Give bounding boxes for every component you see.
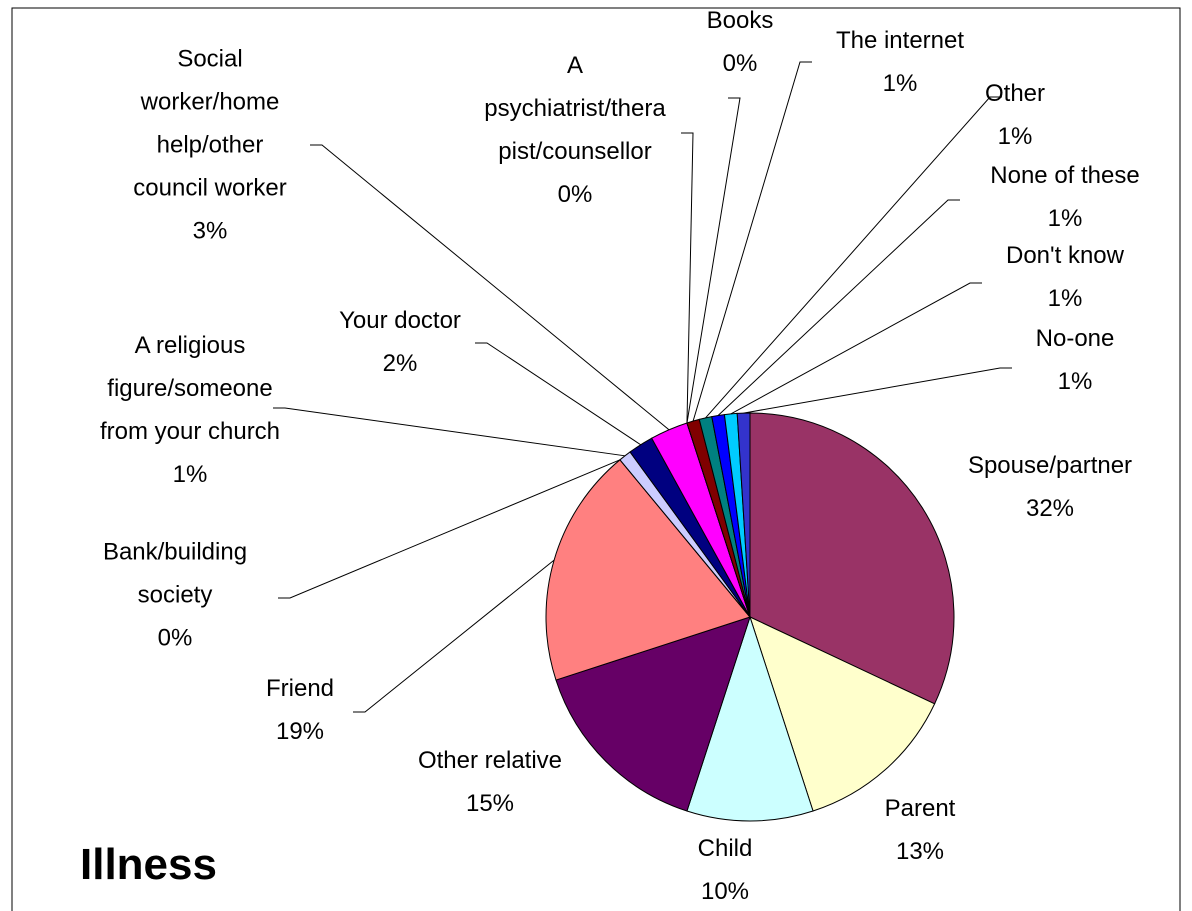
slice-label: Your doctor 2%	[300, 299, 500, 385]
leader-line	[310, 144, 670, 431]
slice-value: 3%	[192, 217, 228, 245]
slice-value: 1%	[172, 461, 208, 488]
slice-value: 19%	[275, 718, 325, 745]
slice-value: 15%	[465, 790, 515, 817]
slice-name: The internet	[835, 27, 965, 54]
slice-value: 10%	[700, 878, 750, 905]
slice-value: 1%	[1047, 205, 1083, 232]
slice-label: Friend 19%	[200, 667, 400, 753]
leader-line	[686, 97, 741, 424]
slice-name: A religious figure/someone from your chu…	[99, 332, 281, 445]
slice-name: Child	[697, 835, 753, 862]
leader-line	[705, 96, 1002, 419]
slice-name: Parent	[884, 795, 956, 822]
slice-value: 0%	[557, 181, 593, 208]
slice-name: Friend	[265, 675, 335, 702]
leader-line	[475, 342, 641, 446]
slice-name: Spouse/partner	[967, 452, 1133, 479]
slice-label: Spouse/partner 32%	[920, 444, 1180, 530]
slice-value: 0%	[157, 624, 193, 652]
slice-label: No-one 1%	[995, 317, 1155, 403]
slice-value: 1%	[1047, 285, 1083, 312]
slice-name: Other relative	[417, 747, 563, 774]
slice-value: 32%	[1025, 495, 1075, 522]
slice-value: 0%	[722, 50, 758, 77]
slice-name: Bank/building society	[102, 538, 248, 609]
pie-slice	[545, 459, 751, 681]
leader-line	[681, 132, 694, 423]
slice-name: Books	[706, 7, 774, 34]
leader-line	[353, 559, 555, 713]
slice-label: Other relative 15%	[370, 739, 610, 825]
slice-name: No-one	[1035, 325, 1115, 352]
leader-line	[743, 367, 1012, 414]
slice-label: Don't know 1%	[950, 234, 1180, 320]
slice-name: None of these	[990, 162, 1140, 189]
leader-line	[278, 459, 621, 599]
slice-label: The internet 1%	[805, 19, 995, 105]
slice-label: Social worker/home help/other council wo…	[120, 38, 300, 253]
leader-line	[717, 199, 960, 416]
slice-label: Books 0%	[660, 0, 820, 85]
slice-value: 1%	[882, 70, 918, 97]
slice-name: A psychiatrist/therapist/counsellor	[484, 52, 666, 165]
slice-name: Other	[984, 80, 1046, 107]
slice-label: None of these 1%	[950, 154, 1180, 240]
slice-label: Bank/building society 0%	[75, 531, 275, 660]
chart-border	[11, 7, 1181, 911]
slice-name: Your doctor	[339, 307, 461, 334]
pie-slice	[749, 412, 955, 705]
slice-label: Child 10%	[625, 827, 825, 911]
slice-label: Parent 13%	[820, 787, 1020, 873]
slice-value: 1%	[1057, 368, 1093, 395]
slice-name: Social worker/home help/other council wo…	[133, 45, 287, 202]
slice-name: Don't know	[1006, 242, 1124, 269]
slice-value: 1%	[997, 123, 1033, 150]
slice-label: Other 1%	[935, 72, 1095, 158]
pie-slice	[686, 615, 814, 822]
pie-slice	[749, 616, 936, 812]
pie-slice	[555, 616, 751, 812]
slice-label: A religious figure/someone from your chu…	[90, 324, 290, 496]
slice-label: A psychiatrist/therapist/counsellor 0%	[483, 44, 668, 216]
leader-line	[273, 407, 626, 457]
leader-line	[692, 61, 812, 422]
slice-value: 2%	[382, 350, 418, 377]
leader-line	[730, 282, 982, 415]
chart-title: Illness	[80, 840, 217, 889]
slice-value: 13%	[895, 838, 945, 865]
